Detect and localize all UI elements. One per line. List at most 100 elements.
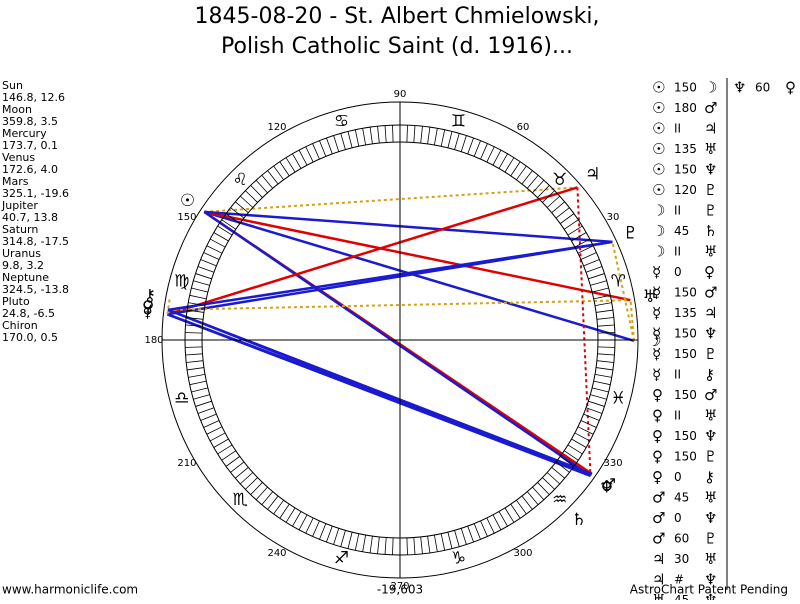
degree-tick	[480, 520, 488, 537]
planet-name: Pluto	[2, 295, 30, 308]
aspect-type: II	[674, 122, 681, 136]
degree-tick	[596, 309, 613, 313]
aspect-line	[167, 186, 578, 316]
degree-tick	[191, 387, 208, 393]
aspect-line	[611, 241, 635, 342]
aspect-planet: ☉	[652, 99, 665, 117]
degree-tick	[480, 143, 488, 160]
zodiac-sign: ♓	[611, 388, 626, 408]
degree-tick	[185, 353, 203, 356]
footer-site: www.harmoniclife.com	[2, 583, 138, 597]
aspect-planet: ♂	[652, 530, 665, 548]
zodiac-sign: ♒	[552, 490, 567, 510]
aspect-type: 150	[674, 429, 697, 443]
degree-tick	[546, 472, 561, 485]
degree-tick	[440, 533, 446, 551]
aspect-line	[166, 299, 171, 315]
aspect-planet: ☽	[652, 243, 665, 261]
degree-tick	[187, 309, 204, 313]
degree-tick	[354, 533, 360, 551]
degree-tick	[593, 380, 611, 386]
aspect-planet: ♅	[704, 489, 717, 507]
footer-number: -19,603	[377, 583, 423, 597]
aspect-planet: ☉	[652, 79, 665, 97]
planet-glyph: ☽	[646, 331, 661, 351]
degree-tick	[498, 511, 508, 527]
degree-tick	[250, 482, 263, 495]
degree-label: 60	[517, 122, 530, 133]
degree-label: 330	[603, 458, 622, 469]
degree-tick	[217, 444, 233, 455]
degree-tick	[596, 367, 613, 371]
degree-tick	[594, 302, 612, 307]
aspect-type: 150	[674, 347, 697, 361]
degree-tick	[213, 438, 229, 448]
aspect-planet: ☿	[652, 345, 661, 363]
degree-tick	[261, 491, 274, 505]
aspect-planet: ♃	[652, 550, 665, 568]
degree-tick	[413, 125, 416, 143]
degree-tick	[326, 525, 333, 543]
degree-tick	[209, 238, 226, 248]
degree-tick	[188, 302, 206, 307]
degree-tick	[585, 266, 603, 273]
aspect-planet: ☿	[652, 366, 661, 384]
aspect-planet: ♃	[704, 304, 717, 322]
aspect-type: 120	[674, 183, 697, 197]
degree-label: 90	[394, 89, 407, 100]
aspect-planet: ♄	[704, 222, 717, 240]
degree-tick	[516, 499, 527, 515]
degree-tick	[460, 135, 467, 152]
degree-tick	[221, 219, 237, 230]
aspect-type: 45	[674, 593, 689, 600]
degree-tick	[292, 511, 302, 527]
aspect-planet: ☿	[652, 263, 661, 281]
degree-tick	[571, 232, 587, 242]
degree-tick	[197, 266, 215, 273]
degree-tick	[596, 317, 614, 320]
degree-tick	[427, 536, 431, 553]
aspect-planet: ♇	[704, 181, 717, 199]
degree-tick	[326, 137, 333, 155]
degree-tick	[377, 126, 380, 144]
degree-tick	[221, 450, 237, 461]
degree-tick	[377, 536, 380, 554]
degree-tick	[213, 232, 229, 242]
degree-tick	[298, 514, 308, 531]
degree-tick	[551, 201, 565, 214]
planet-glyph: ♇	[623, 223, 638, 243]
degree-tick	[592, 387, 609, 393]
degree-tick	[555, 207, 570, 219]
degree-tick	[593, 294, 611, 300]
degree-tick	[245, 190, 258, 203]
degree-tick	[454, 133, 460, 150]
planet-glyph: ⚷	[144, 286, 156, 306]
degree-tick	[559, 456, 575, 467]
degree-tick	[577, 426, 594, 435]
degree-tick	[191, 287, 208, 293]
degree-tick	[209, 432, 226, 442]
aspect-planet: ♅	[704, 243, 717, 261]
zodiac-sign: ♑	[451, 548, 466, 568]
degree-tick	[203, 252, 220, 260]
degree-tick	[583, 413, 600, 421]
planet-position: 324.5, -13.8	[2, 283, 69, 296]
degree-tick	[362, 534, 367, 552]
planet-glyph: ♅	[643, 287, 658, 307]
degree-tick	[235, 466, 249, 479]
degree-tick	[567, 225, 583, 236]
degree-tick	[206, 245, 223, 254]
degree-tick	[185, 346, 203, 348]
degree-tick	[203, 420, 220, 428]
degree-tick	[440, 129, 446, 147]
degree-tick	[542, 477, 555, 490]
aspect-planet: ♀	[704, 263, 715, 281]
zodiac-sign: ♐	[334, 548, 349, 568]
degree-tick	[588, 273, 605, 280]
aspect-planet: ♆	[704, 161, 717, 179]
planet-name: Chiron	[2, 319, 38, 332]
aspect-planet: ♇	[704, 202, 717, 220]
degree-tick	[563, 450, 579, 461]
degree-tick	[588, 400, 605, 407]
